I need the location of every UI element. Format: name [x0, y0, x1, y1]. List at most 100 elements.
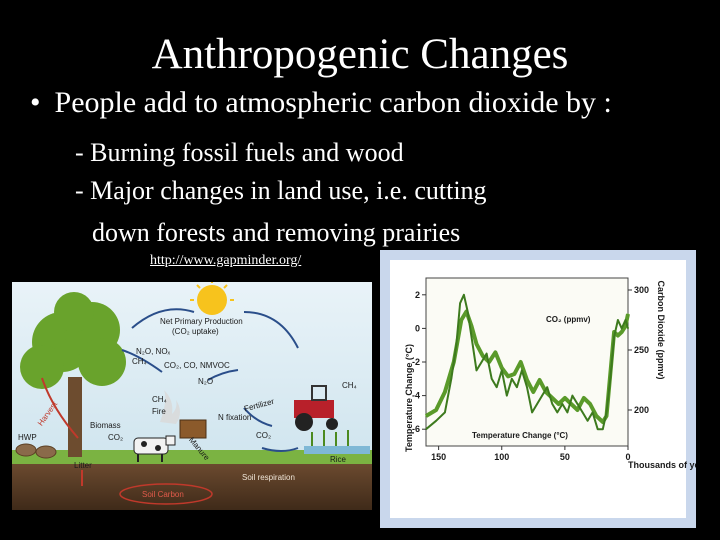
series-2-point: [613, 336, 615, 338]
series-1-point: [513, 373, 516, 375]
harvest-arrow: [41, 377, 79, 439]
label-litter: Litter: [74, 461, 92, 470]
flux-arrows: [121, 308, 299, 452]
series-2-point: [485, 352, 488, 355]
series-2-point: [609, 378, 612, 380]
label-ch4-a: CH₄: [132, 357, 147, 366]
series-2-point: [556, 411, 559, 414]
label-hwp: HWP: [18, 433, 37, 442]
series-1-point: [602, 421, 604, 423]
series-2-point: [605, 411, 608, 414]
y-left-tick-label: -4: [412, 391, 420, 401]
series-2-point: [459, 302, 461, 304]
series-2-point: [470, 336, 473, 338]
label-biomass: Biomass: [90, 421, 121, 430]
sub-item-land-use: - Major changes in land use, i.e. cuttin…: [75, 176, 487, 205]
temp-co2-chart-panel: CO₂ (ppmv) Temperature Change (°C) 2 0 -2 -4 -…: [380, 250, 696, 528]
series-1-point: [425, 415, 427, 417]
x-tick-label: 100: [494, 452, 509, 462]
series-1-point: [519, 361, 522, 363]
y-left-axis-title: Temperature Change (°C): [404, 344, 414, 452]
rice-water: [304, 446, 370, 454]
series-1-point: [444, 391, 446, 393]
series-line-2: [425, 293, 629, 431]
label-ch4-c: CH₄: [152, 395, 167, 404]
label-soil-respiration: Soil respiration: [242, 473, 295, 482]
cow-icon: [133, 435, 176, 462]
series-1-point: [435, 409, 437, 411]
sub-item-fossil-fuels: - Burning fossil fuels and wood: [75, 138, 404, 167]
series-1-point: [557, 403, 560, 405]
series-1-point: [538, 379, 541, 381]
series-2-point: [475, 369, 478, 372]
bullet-text: People add to atmospheric carbon dioxide…: [54, 86, 612, 119]
x-tick-label: 50: [560, 452, 570, 462]
grass-strip: [12, 450, 372, 464]
series-1-point: [624, 325, 627, 327]
slide-title: Anthropogenic Changes: [151, 31, 569, 78]
series-2-point: [466, 310, 469, 313]
series-2-point: [571, 394, 574, 397]
series-2-point: [455, 344, 458, 346]
series-1-point: [470, 325, 473, 327]
series-1-point: [583, 397, 585, 399]
series-2-point: [596, 428, 599, 430]
rice-plants: [311, 430, 349, 446]
series-2-point: [444, 411, 446, 414]
series-2-point: [501, 369, 503, 372]
label-n2o: N₂O: [198, 377, 213, 386]
series-2-point: [526, 386, 528, 388]
series-1-point: [501, 367, 503, 369]
tree-trunk: [68, 377, 82, 457]
bullet-marker: •: [30, 86, 41, 119]
gapminder-link[interactable]: http://www.gapminder.org/: [150, 253, 302, 268]
series-1-point: [507, 375, 509, 378]
series-2-point: [536, 403, 538, 405]
soil-carbon-outline: [119, 483, 213, 505]
crate-icon: [179, 419, 207, 439]
label-co2-co-nmvoc: CO₂, CO, NMVOC: [164, 361, 230, 370]
series-2-point: [450, 378, 453, 380]
y-left-tick-label: 0: [415, 323, 420, 333]
label-ch4-b: CH₄: [342, 381, 357, 390]
fire-smoke-icon: [160, 390, 180, 424]
series-2-point: [581, 411, 584, 414]
chart-xlabel: Thousands of years ago: [628, 460, 696, 470]
series-1-point: [620, 331, 623, 333]
series-2-point: [602, 428, 604, 430]
series-2-point: [435, 420, 437, 422]
series-2-point: [511, 378, 513, 380]
series-1-point: [576, 409, 579, 411]
label-npp-sub: (CO₂ uptake): [172, 327, 219, 336]
series-2-point: [617, 319, 619, 321]
label-fire: Fire: [152, 407, 166, 416]
label-co2-b: CO₂: [256, 431, 271, 440]
y-right-tick-label: 250: [634, 345, 649, 355]
series-2-point: [546, 386, 548, 388]
series-2-point: [624, 319, 627, 321]
series-2-point: [463, 294, 465, 296]
series-1-point: [532, 391, 535, 393]
y-right-tick-label: 200: [634, 405, 649, 415]
series-1-point: [551, 397, 554, 399]
y-left-tick-label: -6: [412, 424, 420, 434]
series-1-point: [482, 355, 484, 357]
series-2-point: [586, 420, 589, 422]
series-2-point: [541, 394, 543, 397]
label-rice: Rice: [330, 455, 347, 464]
label-co2-a: CO₂: [108, 433, 123, 442]
series-2-point: [627, 327, 629, 330]
series-2-point: [495, 386, 498, 388]
series-1-point: [595, 415, 598, 417]
label-npp: Net Primary Production: [160, 317, 243, 326]
series-2-point: [521, 369, 523, 372]
tractor-icon: [294, 385, 338, 431]
series-1-point: [494, 351, 497, 354]
series-1-point: [617, 334, 619, 337]
y-right-axis-title: Carbon Dioxide (ppmv): [656, 280, 666, 379]
series-2-point: [480, 361, 483, 363]
series-2-point: [531, 411, 533, 414]
chart-plot-area: CO₂ (ppmv) Temperature Change (°C) 2 0 -2 -4 -…: [412, 277, 649, 462]
series-2-point: [516, 386, 518, 388]
soil-layer: [12, 464, 372, 510]
